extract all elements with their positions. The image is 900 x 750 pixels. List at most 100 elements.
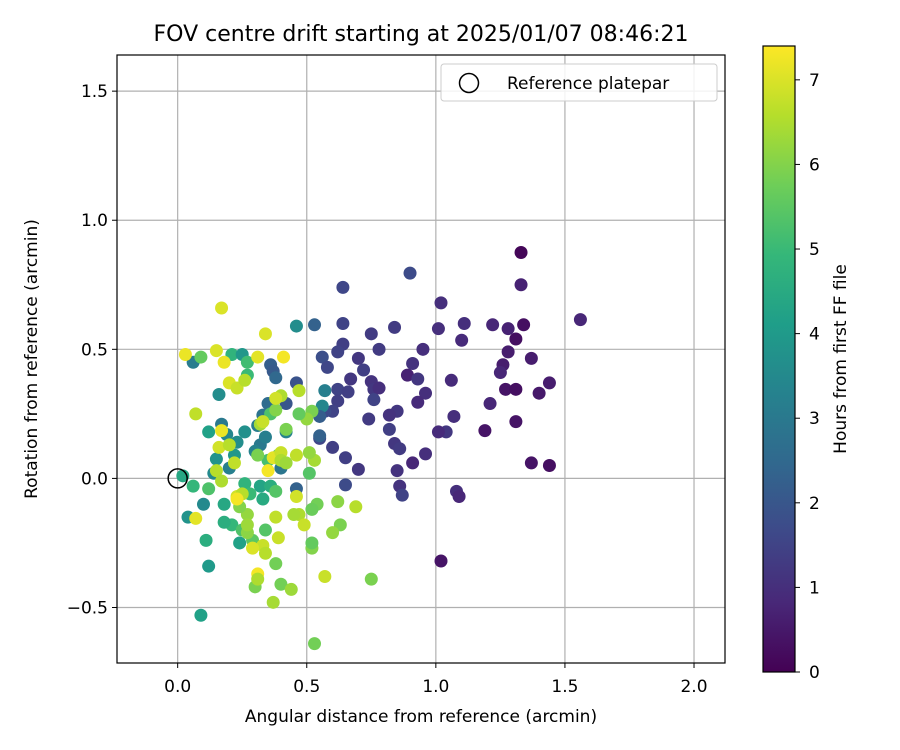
data-point <box>251 448 265 462</box>
colorbar-tick-label: 4 <box>809 325 820 345</box>
data-point <box>269 391 283 405</box>
data-point <box>251 572 265 586</box>
data-point <box>315 350 329 364</box>
data-point <box>338 451 352 465</box>
data-point <box>230 492 244 506</box>
data-point <box>277 350 291 364</box>
data-point <box>233 536 247 550</box>
data-point <box>542 376 556 390</box>
data-point <box>419 447 433 461</box>
data-point <box>251 350 265 364</box>
y-tick-label: 0.5 <box>81 340 108 360</box>
data-point <box>292 407 306 421</box>
data-point <box>246 541 260 555</box>
data-point <box>240 518 254 532</box>
data-point <box>393 442 407 456</box>
x-tick-label: 0.5 <box>293 677 320 697</box>
data-point <box>217 497 231 511</box>
data-point <box>455 333 469 347</box>
data-point <box>431 322 445 336</box>
data-point <box>209 452 223 466</box>
data-point <box>338 478 352 492</box>
colorbar-tick-label: 3 <box>809 409 820 429</box>
data-point <box>419 386 433 400</box>
data-point <box>194 608 208 622</box>
data-point <box>388 320 402 334</box>
y-axis-label: Rotation from reference (arcmin) <box>22 219 42 499</box>
data-point <box>215 474 229 488</box>
x-tick-label: 0.0 <box>164 677 191 697</box>
data-point <box>509 415 523 429</box>
data-point <box>573 313 587 327</box>
data-point <box>318 384 332 398</box>
data-point <box>209 344 223 358</box>
x-axis-label: Angular distance from reference (arcmin) <box>245 707 597 727</box>
colorbar-label: Hours from first FF file <box>831 264 851 454</box>
x-tick-label: 1.0 <box>422 677 449 697</box>
reference-marker-layer <box>167 468 188 489</box>
data-point <box>189 407 203 421</box>
data-point <box>256 492 270 506</box>
data-point <box>524 456 538 470</box>
colorbar-ticks: 0 1 2 3 4 5 6 7 <box>795 71 820 683</box>
data-point <box>499 382 513 396</box>
data-point <box>258 523 272 537</box>
data-point <box>308 637 322 651</box>
data-point <box>256 415 270 429</box>
data-point <box>186 479 200 493</box>
data-point <box>444 373 458 387</box>
data-point <box>357 363 371 377</box>
data-point <box>196 497 210 511</box>
data-point <box>326 526 340 540</box>
data-point <box>326 440 340 454</box>
data-point <box>452 489 466 503</box>
data-point <box>212 440 226 454</box>
data-point <box>253 479 267 493</box>
data-point <box>305 536 319 550</box>
data-point <box>297 518 311 532</box>
data-point <box>261 464 275 478</box>
data-point <box>336 280 350 294</box>
data-point <box>258 546 272 560</box>
data-point <box>400 368 414 382</box>
data-point <box>238 373 252 387</box>
data-point <box>202 425 216 439</box>
data-point <box>302 446 316 460</box>
chart-title: FOV centre drift starting at 2025/01/07 … <box>154 22 689 47</box>
data-point <box>486 318 500 332</box>
data-point <box>403 266 417 280</box>
colorbar-tick-label: 0 <box>809 663 820 683</box>
data-point <box>331 345 345 359</box>
data-point <box>390 464 404 478</box>
plot-frame <box>116 54 726 664</box>
data-point <box>431 425 445 439</box>
data-point <box>514 246 528 260</box>
legend-entry-reference-platepar: Reference platepar <box>507 74 669 94</box>
data-point <box>349 500 363 514</box>
data-point <box>318 570 332 584</box>
data-point <box>434 296 448 310</box>
data-point <box>279 422 293 436</box>
data-point <box>372 381 386 395</box>
data-point <box>302 466 316 480</box>
data-point <box>199 533 213 547</box>
data-point <box>308 318 322 332</box>
y-tick-label: −0.5 <box>67 598 108 618</box>
y-tick-label: 1.0 <box>81 211 108 231</box>
data-points <box>176 246 587 651</box>
data-point <box>212 387 226 401</box>
data-point <box>238 425 252 439</box>
data-point <box>209 464 223 478</box>
data-point <box>364 572 378 586</box>
legend: Reference platepar <box>440 63 718 102</box>
data-point <box>364 327 378 341</box>
data-point <box>493 366 507 380</box>
colorbar-tick-label: 2 <box>809 494 820 514</box>
colorbar <box>762 45 796 673</box>
data-point <box>178 347 192 361</box>
data-point <box>269 510 283 524</box>
data-point <box>289 319 303 333</box>
data-point <box>362 412 376 426</box>
data-point <box>434 554 448 568</box>
